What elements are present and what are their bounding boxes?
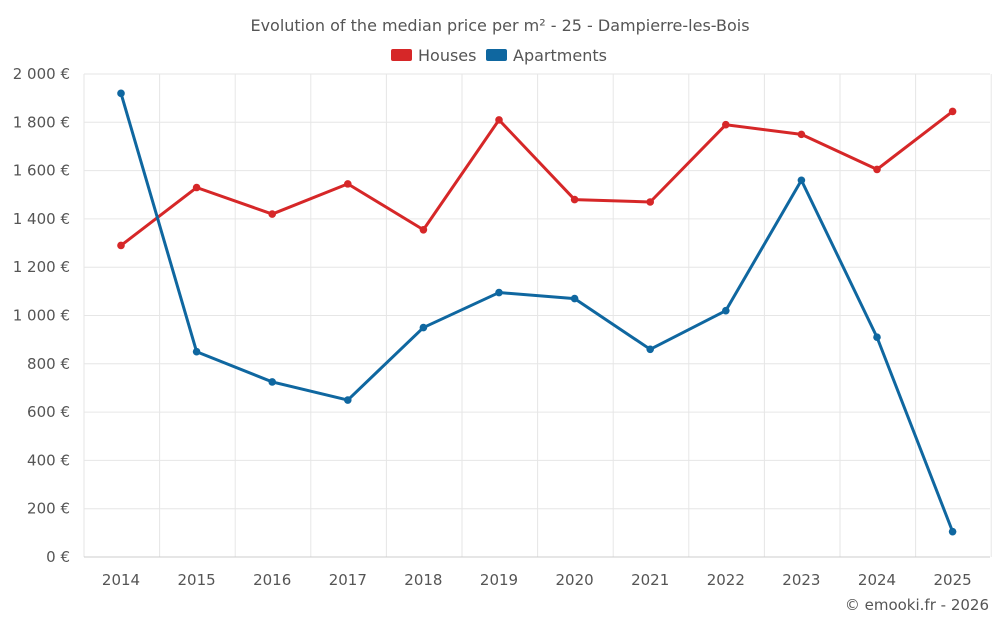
x-tick-label: 2015 <box>178 571 216 589</box>
x-tick-label: 2017 <box>329 571 367 589</box>
x-tick-label: 2022 <box>707 571 745 589</box>
legend-label: Houses <box>418 46 476 65</box>
data-point[interactable] <box>117 89 125 98</box>
x-tick-label: 2025 <box>934 571 972 589</box>
series-line <box>119 109 955 247</box>
data-point[interactable] <box>948 107 957 116</box>
x-tick-label: 2019 <box>480 571 518 589</box>
y-tick-label: 1 600 € <box>13 162 70 180</box>
data-point[interactable] <box>268 378 277 386</box>
data-point[interactable] <box>192 183 201 192</box>
legend-swatch <box>486 49 507 61</box>
x-tick-label: 2024 <box>858 571 896 589</box>
y-tick-label: 1 400 € <box>13 210 70 228</box>
data-point[interactable] <box>117 241 125 250</box>
chart-title: Evolution of the median price per m² - 2… <box>250 16 749 35</box>
legend: Houses Apartments <box>391 46 607 65</box>
y-tick-label: 1 000 € <box>13 307 70 325</box>
y-tick-label: 400 € <box>27 451 70 469</box>
data-point[interactable] <box>873 165 881 174</box>
data-point[interactable] <box>722 120 730 129</box>
data-point[interactable] <box>495 116 503 124</box>
data-point[interactable] <box>722 306 730 315</box>
series-apartments <box>117 89 957 536</box>
legend-label: Apartments <box>513 46 607 65</box>
data-point[interactable] <box>344 396 352 404</box>
data-point[interactable] <box>797 176 806 185</box>
legend-item-houses[interactable]: Houses <box>391 46 476 65</box>
data-point[interactable] <box>646 345 654 354</box>
series-line <box>119 91 955 534</box>
y-tick-label: 800 € <box>27 355 70 373</box>
horizontal-gridlines <box>84 73 990 510</box>
data-point[interactable] <box>344 180 352 188</box>
data-point[interactable] <box>419 323 428 332</box>
y-tick-label: 600 € <box>27 403 70 421</box>
x-tick-label: 2014 <box>102 571 140 589</box>
data-point[interactable] <box>268 210 277 218</box>
series-layer <box>117 89 957 536</box>
y-tick-label: 2 000 € <box>13 65 70 83</box>
legend-swatch <box>391 49 412 61</box>
y-tick-label: 0 € <box>46 548 70 566</box>
y-tick-label: 1 800 € <box>13 113 70 131</box>
data-point[interactable] <box>797 130 806 139</box>
data-point[interactable] <box>419 225 428 234</box>
x-tick-label: 2023 <box>782 571 820 589</box>
y-axis-ticks: 0 € 200 € 400 € 600 € 800 € 1 000 € 1 200 € 1 4… <box>13 65 70 566</box>
data-point[interactable] <box>948 527 957 536</box>
x-tick-label: 2020 <box>556 571 594 589</box>
data-point[interactable] <box>646 198 654 206</box>
y-tick-label: 1 200 € <box>13 258 70 276</box>
series-houses <box>117 107 957 250</box>
y-tick-label: 200 € <box>27 500 70 518</box>
x-tick-label: 2018 <box>404 571 442 589</box>
credit-text: © emooki.fr - 2026 <box>845 596 989 614</box>
data-point[interactable] <box>570 294 579 303</box>
data-point[interactable] <box>495 288 503 297</box>
data-point[interactable] <box>570 195 579 204</box>
x-axis-ticks: 2014 2015 2016 2017 2018 2019 2020 2021 2022 2023… <box>102 571 972 589</box>
x-tick-label: 2016 <box>253 571 291 589</box>
x-tick-label: 2021 <box>631 571 669 589</box>
data-point[interactable] <box>873 333 881 342</box>
legend-item-apartments[interactable]: Apartments <box>486 46 607 65</box>
data-point[interactable] <box>192 347 201 356</box>
